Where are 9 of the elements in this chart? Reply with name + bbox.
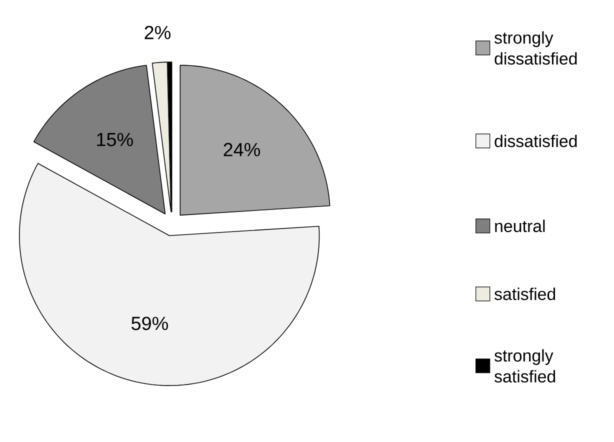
- data-label: 24%: [224, 143, 260, 156]
- legend-label: strongly satisfied: [494, 349, 556, 383]
- legend-label: strongly dissatisfied: [494, 31, 577, 65]
- data-label: 15%: [97, 133, 133, 146]
- legend-label: neutral: [495, 220, 545, 232]
- data-label: 2%: [144, 26, 170, 40]
- legend-label: satisfied: [494, 288, 556, 300]
- data-label: 59%: [132, 316, 168, 330]
- legend-label: dissatisfied: [494, 134, 577, 148]
